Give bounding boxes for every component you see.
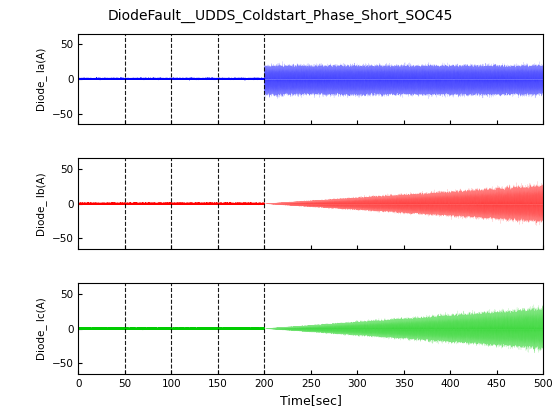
Y-axis label: Diode_ Ic(A): Diode_ Ic(A) [36,297,48,360]
Y-axis label: Diode_ Ib(A): Diode_ Ib(A) [36,172,48,236]
X-axis label: Time[sec]: Time[sec] [280,394,342,407]
Text: DiodeFault__UDDS_Coldstart_Phase_Short_SOC45: DiodeFault__UDDS_Coldstart_Phase_Short_S… [108,8,452,23]
Y-axis label: Diode_ Ia(A): Diode_ Ia(A) [36,47,48,110]
